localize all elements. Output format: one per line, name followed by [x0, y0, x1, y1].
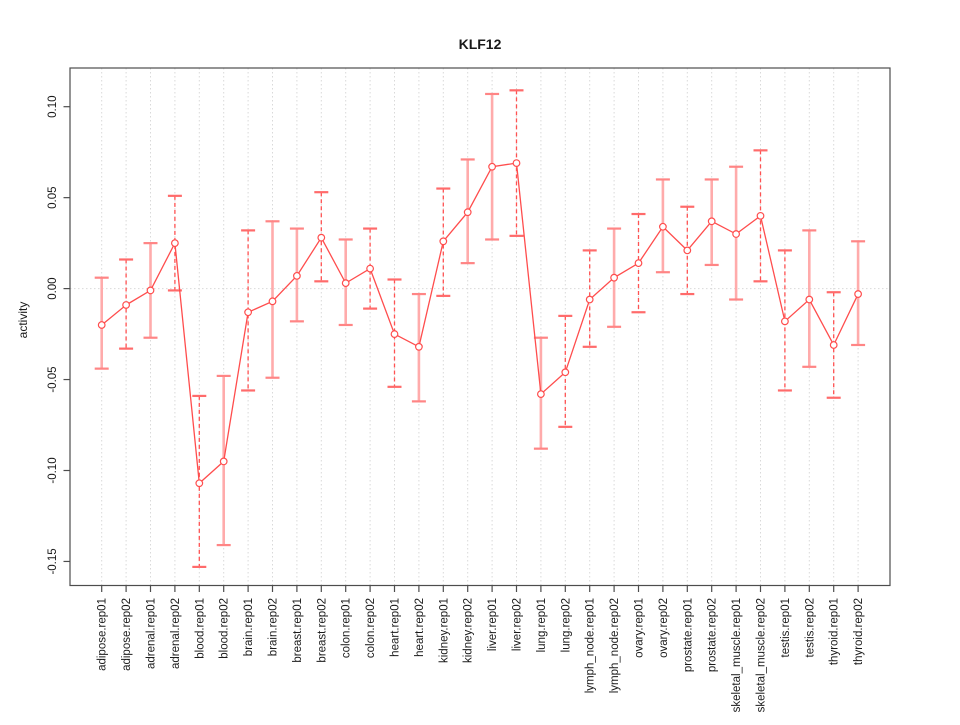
x-tick-label: thyroid.rep01	[829, 598, 841, 665]
x-tick-label: colon.rep02	[365, 598, 377, 658]
x-tick-label: blood.rep01	[194, 598, 206, 659]
y-tick-label: 0.00	[47, 277, 59, 299]
x-tick-label: blood.rep02	[219, 598, 231, 659]
data-points	[97, 159, 862, 488]
data-point	[268, 297, 277, 306]
x-tick-label: kidney.rep02	[463, 598, 475, 663]
data-point	[439, 237, 448, 246]
error-bars	[94, 89, 866, 569]
y-tick-label: 0.10	[47, 96, 59, 118]
y-axis: 0.10 0.05 0.00 -0.05 -0.10 -0.15	[47, 96, 70, 575]
x-tick-label: brain.rep01	[243, 598, 255, 656]
x-tick-label: liver.rep01	[487, 598, 499, 651]
y-tick-label: -0.15	[47, 548, 59, 574]
y-tick-label: -0.05	[47, 366, 59, 392]
data-point	[170, 239, 179, 248]
error-bar	[558, 314, 573, 428]
plot-border	[69, 67, 891, 587]
y-tick-label: 0.05	[47, 186, 59, 208]
x-tick-label: kidney.rep01	[438, 598, 450, 663]
data-point	[366, 264, 375, 273]
gridlines	[70, 68, 890, 586]
data-point	[341, 279, 350, 288]
data-point	[317, 233, 326, 242]
data-point	[585, 295, 594, 304]
data-point	[561, 368, 570, 377]
x-tick-label: colon.rep01	[341, 598, 353, 658]
x-tick-label: lung.rep01	[536, 598, 548, 652]
data-point	[146, 286, 155, 295]
x-tick-label: heart.rep02	[414, 598, 426, 657]
x-tick-label: breast.rep01	[292, 598, 304, 663]
x-tick-label: breast.rep02	[316, 598, 328, 663]
x-tick-label: testis.rep01	[780, 598, 792, 657]
data-point	[610, 273, 618, 282]
chart-title: KLF12	[459, 36, 502, 52]
data-point	[244, 308, 253, 317]
x-tick-label: ovary.rep02	[658, 598, 670, 658]
data-point	[97, 321, 106, 329]
error-bar	[363, 227, 378, 310]
x-tick-label: adipose.rep01	[97, 598, 109, 671]
data-point	[781, 317, 789, 326]
series-line	[101, 162, 859, 485]
x-tick-label: lymph_node.rep02	[609, 598, 621, 693]
x-tick-label: heart.rep01	[390, 598, 402, 657]
data-point	[463, 208, 472, 217]
x-tick-label: liver.rep02	[512, 598, 524, 651]
x-tick-label: prostate.rep01	[682, 598, 694, 672]
x-tick-label: thyroid.rep02	[853, 598, 865, 665]
x-tick-label: brain.rep02	[268, 598, 280, 656]
data-point	[683, 246, 692, 255]
x-axis: adipose.rep01 adipose.rep02 adrenal.rep01 a…	[97, 585, 865, 712]
data-point	[390, 330, 399, 338]
data-point	[854, 290, 862, 298]
x-tick-label: skeletal_muscle.rep02	[756, 598, 768, 712]
data-point	[634, 259, 643, 268]
error-bar	[582, 249, 597, 348]
x-tick-label: prostate.rep02	[707, 598, 719, 672]
x-tick-label: adipose.rep02	[121, 598, 133, 671]
data-point	[415, 342, 423, 351]
data-point	[488, 162, 497, 171]
data-point	[512, 159, 521, 167]
data-point	[805, 295, 814, 304]
data-point	[122, 301, 130, 309]
data-point	[537, 390, 545, 399]
x-tick-label: testis.rep02	[804, 598, 816, 657]
x-tick-label: ovary.rep01	[634, 598, 646, 658]
error-bar	[436, 187, 451, 297]
x-tick-label: lung.rep02	[560, 598, 572, 652]
y-axis-title: activity	[16, 302, 30, 339]
data-point	[732, 230, 740, 238]
data-point	[756, 211, 765, 220]
data-point	[659, 222, 667, 231]
data-point	[219, 457, 228, 466]
data-point	[829, 341, 838, 349]
data-point	[707, 217, 716, 226]
x-tick-label: skeletal_muscle.rep01	[731, 598, 743, 712]
x-tick-label: adrenal.rep02	[170, 598, 182, 669]
x-tick-label: adrenal.rep01	[146, 598, 158, 669]
x-tick-label: lymph_node.rep01	[585, 598, 597, 693]
data-point	[195, 479, 204, 488]
error-bar	[387, 278, 402, 388]
y-tick-label: -0.10	[47, 457, 59, 483]
data-point	[293, 271, 301, 280]
series-polyline	[101, 162, 859, 485]
